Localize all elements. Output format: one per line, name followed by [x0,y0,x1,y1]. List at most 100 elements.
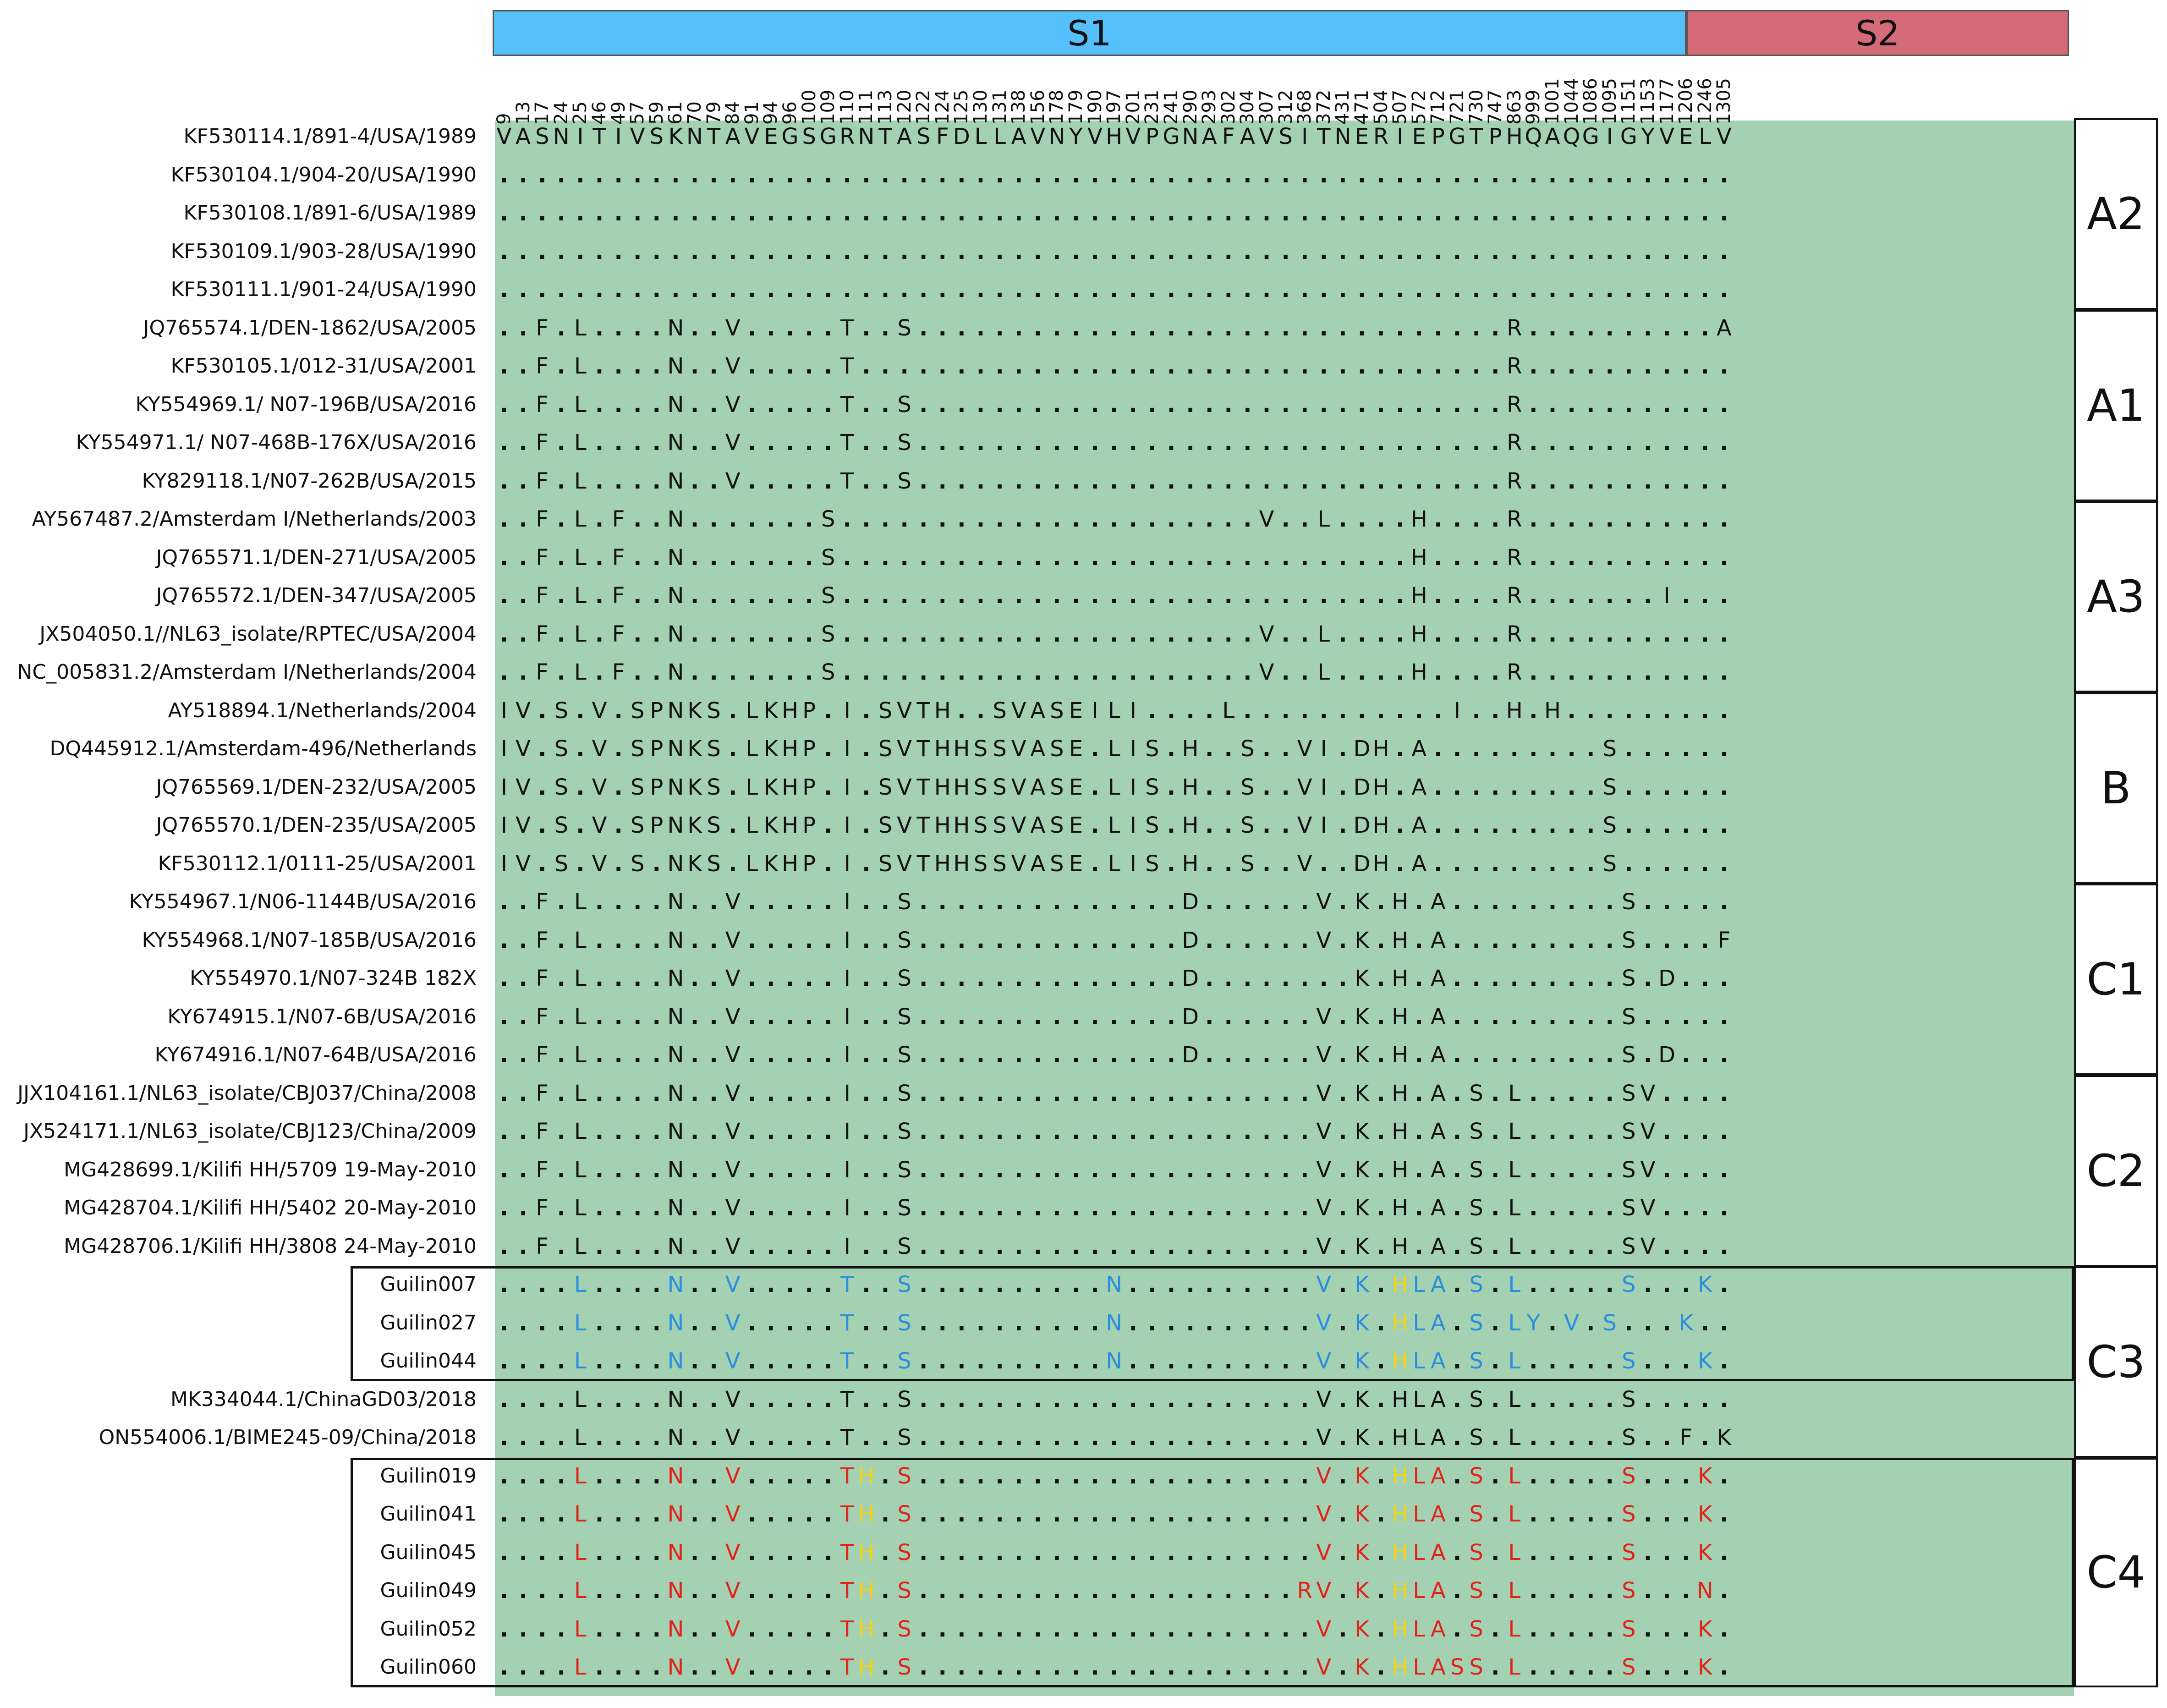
identity-dot: . [938,391,947,417]
identity-dot: . [729,200,737,226]
identity-dot: . [919,315,928,341]
residue: T [840,1578,854,1604]
identity-dot: . [709,277,718,302]
residue: H [858,1501,875,1527]
identity-dot: . [995,659,1004,685]
identity-dot: . [557,1195,565,1221]
identity-dot: . [1015,1578,1023,1604]
residue: A [1030,813,1046,838]
identity-dot: . [1529,1195,1538,1221]
identity-dot: . [595,468,604,494]
identity-dot: . [1548,1195,1557,1221]
identity-dot: . [1720,813,1728,838]
identity-dot: . [690,583,699,609]
identity-dot: . [1586,1004,1595,1030]
identity-dot: . [767,1157,775,1183]
identity-dot: . [1300,1233,1309,1259]
identity-dot: . [1377,468,1385,494]
identity-dot: . [1129,1578,1137,1604]
identity-dot: . [1243,1310,1252,1336]
identity-dot: . [614,277,623,302]
identity-dot: . [1586,162,1595,188]
identity-dot: . [1377,927,1385,953]
identity-dot: . [1129,468,1137,494]
identity-dot: . [919,1425,928,1450]
identity-dot: . [747,430,756,456]
identity-dot: . [1339,1119,1347,1144]
identity-dot: . [1205,1272,1214,1297]
identity-dot: . [1643,1425,1652,1450]
identity-dot: . [1300,1004,1309,1030]
position-label: 25 [570,101,591,125]
identity-dot: . [1567,1157,1576,1183]
identity-dot: . [1701,813,1709,838]
identity-dot: . [1110,1157,1119,1183]
identity-dot: . [1377,1233,1385,1259]
identity-dot: . [1605,1157,1614,1183]
identity-dot: . [1262,277,1271,302]
residue: I [1092,697,1098,724]
identity-dot: . [1548,162,1557,188]
identity-dot: . [729,621,737,647]
identity-dot: . [709,430,718,456]
identity-dot: . [614,1578,623,1604]
identity-dot: . [671,200,680,226]
identity-dot: . [1662,621,1671,647]
identity-dot: . [1281,391,1290,417]
identity-dot: . [1339,162,1347,188]
residue: R [839,124,855,149]
identity-dot: . [1453,430,1462,456]
identity-dot: . [1662,1004,1671,1030]
identity-dot: . [862,200,871,226]
identity-dot: . [1624,774,1633,800]
position-label: 49 [608,101,629,125]
identity-dot: . [938,1004,947,1030]
residue: L [574,966,587,991]
identity-dot: . [1472,468,1481,494]
residue: H [781,851,799,877]
identity-dot: . [633,544,642,571]
identity-dot: . [1281,1157,1290,1183]
identity-dot: . [1148,468,1157,494]
identity-dot: . [1205,1425,1214,1450]
identity-dot: . [595,966,604,991]
identity-dot: . [709,200,718,226]
residue: S [554,851,569,877]
position-label: 863 [1503,89,1525,125]
identity-dot: . [1205,200,1214,226]
identity-dot: . [614,315,623,341]
identity-dot: . [1205,583,1214,609]
identity-dot: . [1701,774,1709,800]
identity-dot: . [1281,1310,1290,1336]
identity-dot: . [747,1501,756,1527]
position-label: 156 [1027,89,1048,125]
identity-dot: . [862,1425,871,1450]
identity-dot: . [881,1233,890,1259]
residue: S [630,813,645,838]
identity-dot: . [519,1539,527,1565]
residue: L [1413,1386,1426,1412]
identity-dot: . [976,315,985,341]
identity-dot: . [1472,927,1481,953]
identity-dot: . [1377,966,1385,991]
residue: R [1507,544,1522,571]
residue: S [1622,889,1636,915]
identity-dot: . [824,162,833,188]
identity-dot: . [1491,1195,1500,1221]
identity-dot: . [1033,1310,1042,1336]
position-label: 201 [1122,89,1144,125]
identity-dot: . [919,1310,928,1336]
identity-dot: . [1224,1425,1233,1450]
identity-dot: . [1167,277,1176,302]
identity-dot: . [633,1539,642,1565]
identity-dot: . [1281,238,1290,264]
identity-dot: . [614,1080,623,1106]
identity-dot: . [1224,621,1233,647]
residue: A [1430,1042,1446,1068]
identity-dot: . [1415,1080,1423,1106]
identity-dot: . [957,1310,966,1336]
identity-dot: . [1205,1348,1214,1374]
residue: L [574,353,587,379]
identity-dot: . [1053,1539,1061,1565]
identity-dot: . [519,889,527,915]
